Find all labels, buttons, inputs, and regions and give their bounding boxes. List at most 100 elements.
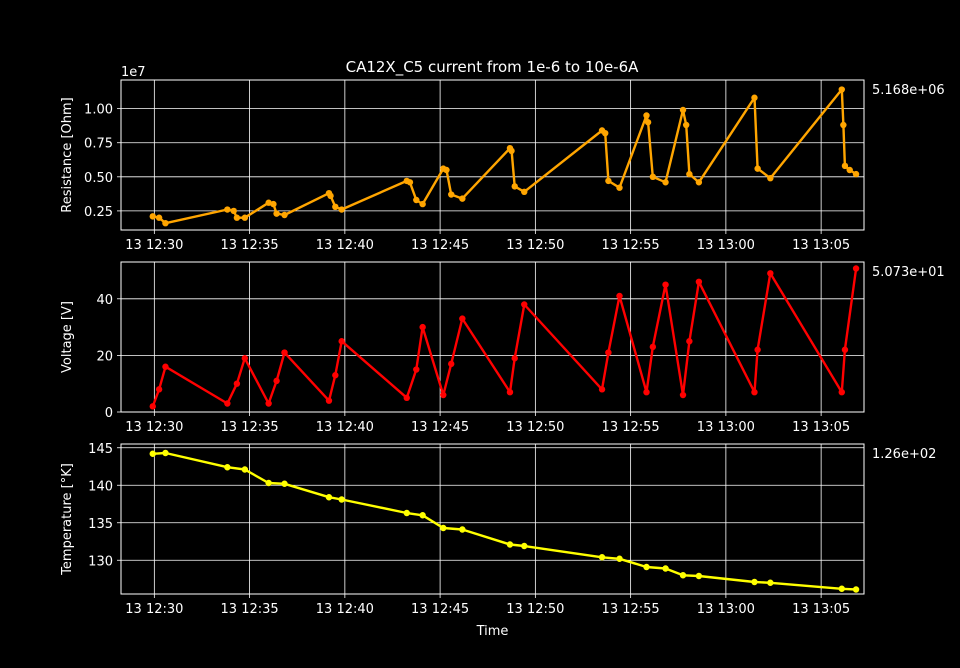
data-point — [265, 400, 271, 406]
x-tick-label: 13 12:35 — [221, 420, 279, 435]
data-point — [234, 215, 240, 221]
x-tick-label: 13 12:50 — [506, 602, 564, 617]
data-point — [696, 279, 702, 285]
data-point — [404, 510, 410, 516]
data-point — [242, 355, 248, 361]
data-point — [242, 215, 248, 221]
x-tick-label: 13 12:30 — [125, 238, 183, 253]
data-point — [162, 220, 168, 226]
y-tick-label: 140 — [88, 479, 113, 494]
data-point — [605, 349, 611, 355]
data-point — [512, 355, 518, 361]
x-tick-label: 13 12:40 — [316, 238, 374, 253]
data-point — [853, 586, 859, 592]
x-tick-label: 13 13:05 — [792, 238, 850, 253]
data-point — [326, 494, 332, 500]
data-point — [508, 148, 514, 154]
data-point — [150, 451, 156, 457]
y-tick-label: 145 — [88, 442, 113, 457]
data-point — [853, 265, 859, 271]
data-point — [680, 392, 686, 398]
data-point — [599, 386, 605, 392]
x-tick-label: 13 12:30 — [125, 602, 183, 617]
y-tick-label: 0.25 — [84, 205, 113, 220]
data-point — [767, 175, 773, 181]
data-point — [512, 183, 518, 189]
x-tick-label: 13 12:45 — [411, 238, 469, 253]
x-tick-label: 13 12:40 — [316, 420, 374, 435]
data-point — [767, 270, 773, 276]
data-point — [521, 189, 527, 195]
data-point — [662, 281, 668, 287]
x-tick-label: 13 13:00 — [697, 602, 755, 617]
data-point — [683, 122, 689, 128]
data-point — [413, 197, 419, 203]
data-point — [448, 361, 454, 367]
data-point — [751, 389, 757, 395]
data-point — [507, 541, 513, 547]
data-point — [650, 344, 656, 350]
data-point — [696, 573, 702, 579]
data-point — [150, 403, 156, 409]
data-point — [338, 338, 344, 344]
y-tick-label: 0 — [105, 406, 113, 421]
data-point — [332, 372, 338, 378]
data-point — [273, 378, 279, 384]
data-point — [407, 179, 413, 185]
y-tick-label: 0.50 — [84, 171, 113, 186]
data-point — [686, 171, 692, 177]
data-point — [839, 389, 845, 395]
x-tick-label: 13 12:40 — [316, 602, 374, 617]
y-tick-label: 20 — [96, 349, 113, 364]
data-point — [338, 496, 344, 502]
x-tick-label: 13 12:35 — [221, 238, 279, 253]
data-point — [419, 201, 425, 207]
data-point — [156, 386, 162, 392]
data-point — [443, 167, 449, 173]
data-point — [599, 554, 605, 560]
data-point — [842, 347, 848, 353]
x-tick-label: 13 12:50 — [506, 420, 564, 435]
data-point — [162, 364, 168, 370]
x-tick-label: 13 13:00 — [697, 420, 755, 435]
data-point — [231, 208, 237, 214]
x-tick-label: 13 12:35 — [221, 602, 279, 617]
data-point — [281, 349, 287, 355]
last-value-label: 5.073e+01 — [872, 265, 945, 280]
data-point — [853, 171, 859, 177]
data-point — [459, 526, 465, 532]
x-tick-label: 13 12:55 — [602, 238, 660, 253]
data-point — [839, 86, 845, 92]
x-tick-label: 13 13:05 — [792, 420, 850, 435]
last-value-label: 1.26e+02 — [872, 447, 936, 462]
data-point — [327, 193, 333, 199]
data-point — [150, 213, 156, 219]
data-point — [645, 119, 651, 125]
y-axis-label: Voltage [V] — [60, 301, 75, 373]
data-point — [616, 185, 622, 191]
data-point — [413, 366, 419, 372]
data-point — [602, 130, 608, 136]
data-point — [224, 206, 230, 212]
x-tick-label: 13 12:55 — [602, 420, 660, 435]
data-point — [754, 165, 760, 171]
x-tick-label: 13 13:00 — [697, 238, 755, 253]
chart-title: CA12X_C5 current from 1e-6 to 10e-6A — [346, 58, 640, 77]
data-point — [224, 464, 230, 470]
data-point — [419, 512, 425, 518]
data-point — [696, 179, 702, 185]
data-point — [521, 543, 527, 549]
data-point — [273, 210, 279, 216]
data-point — [840, 122, 846, 128]
data-point — [332, 204, 338, 210]
data-point — [680, 572, 686, 578]
data-point — [440, 525, 446, 531]
last-value-label: 5.168e+06 — [872, 83, 945, 98]
data-point — [643, 389, 649, 395]
data-point — [448, 191, 454, 197]
x-tick-label: 13 12:55 — [602, 602, 660, 617]
data-point — [162, 450, 168, 456]
y-tick-label: 40 — [96, 293, 113, 308]
